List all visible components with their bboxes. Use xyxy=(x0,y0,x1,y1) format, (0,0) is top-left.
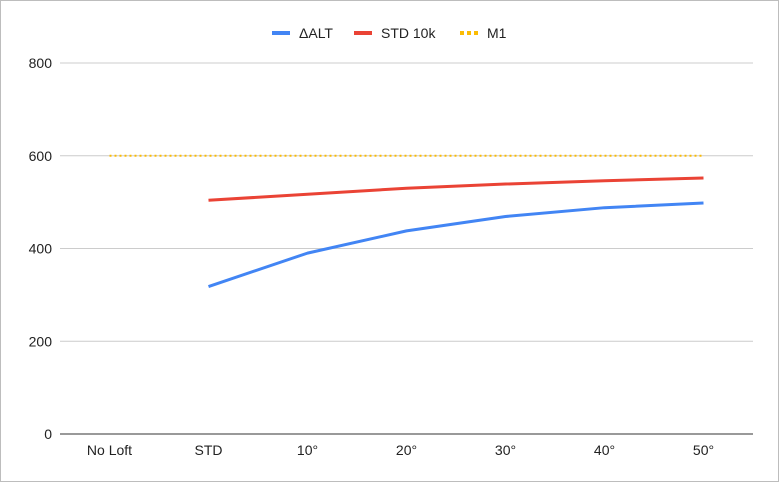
legend-label: ΔALT xyxy=(299,25,333,41)
y-tick-label: 400 xyxy=(29,241,53,257)
legend-label: STD 10k xyxy=(381,25,436,41)
x-tick-label: STD xyxy=(195,442,223,458)
x-tick-label: 20° xyxy=(396,442,417,458)
x-tick-label: 40° xyxy=(594,442,615,458)
legend-label: M1 xyxy=(487,25,507,41)
y-tick-label: 0 xyxy=(44,426,52,442)
series-line-0 xyxy=(209,203,704,286)
y-tick-label: 200 xyxy=(29,333,53,349)
y-tick-label: 800 xyxy=(29,55,53,71)
x-tick-label: 50° xyxy=(693,442,714,458)
x-tick-label: 10° xyxy=(297,442,318,458)
series-line-1 xyxy=(209,178,704,200)
x-tick-label: 30° xyxy=(495,442,516,458)
x-tick-label: No Loft xyxy=(87,442,132,458)
y-tick-label: 600 xyxy=(29,148,53,164)
